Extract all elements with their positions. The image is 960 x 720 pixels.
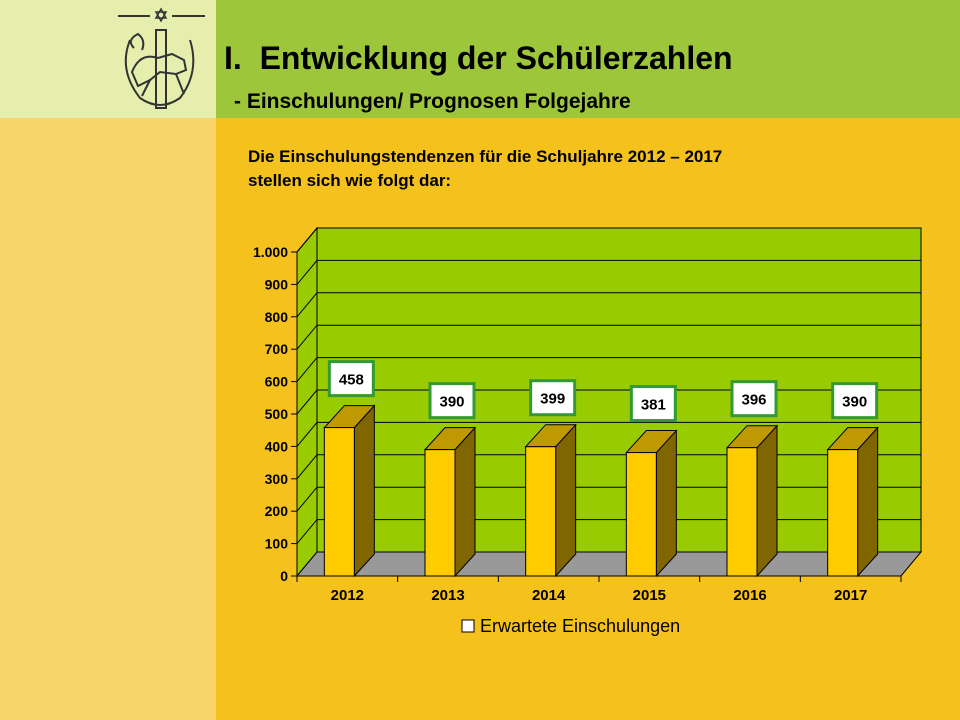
- x-tick-label: 2016: [733, 587, 766, 604]
- legend-label: Erwartete Einschulungen: [480, 616, 680, 636]
- data-label-box: [327, 360, 375, 398]
- bar-side: [555, 423, 577, 578]
- bar: [827, 449, 859, 577]
- y-tick-label: 500: [265, 406, 289, 422]
- gridline: [296, 421, 921, 447]
- bar: [323, 427, 355, 577]
- data-label: 399: [540, 391, 565, 408]
- bar: [525, 446, 557, 577]
- data-label-box: [529, 379, 577, 417]
- y-tick-label: 400: [265, 438, 289, 454]
- y-tick-label: 800: [265, 309, 289, 325]
- gridline: [296, 486, 921, 512]
- gridline: [296, 389, 921, 415]
- bar: [424, 449, 456, 577]
- x-tick-label: 2017: [834, 587, 867, 604]
- slide-subtitle: - Einschulungen/ Prognosen Folgejahre: [234, 90, 631, 113]
- header-band: [216, 0, 960, 118]
- left-decor-strip: [0, 0, 216, 720]
- slide-title: I. Entwicklung der Schülerzahlen: [224, 40, 733, 76]
- y-tick-label: 300: [265, 471, 289, 487]
- intro-line-2: stellen sich wie folgt dar:: [248, 171, 452, 190]
- enrollment-bar-chart: 0 100 200 300 400 500 600 700 800 900 1.000 458 390 3…: [253, 226, 923, 636]
- bar: [625, 452, 657, 577]
- gridline: [296, 259, 921, 285]
- data-label: 458: [339, 372, 364, 389]
- intro-text: Die Einschulungstendenzen für die Schulj…: [248, 145, 888, 193]
- bar-side: [756, 424, 778, 578]
- data-label-box: [428, 382, 476, 420]
- gridline: [296, 324, 921, 350]
- intro-line-1: Die Einschulungstendenzen für die Schulj…: [248, 147, 723, 166]
- y-tick-label: 200: [265, 503, 289, 519]
- data-label-box: [629, 385, 677, 423]
- bar-side: [454, 426, 476, 578]
- gridline: [296, 454, 921, 480]
- logo-area: [0, 0, 216, 118]
- x-tick-label: 2012: [331, 587, 364, 604]
- data-label: 381: [641, 397, 666, 414]
- bar-side: [655, 429, 677, 578]
- data-label-box: [831, 382, 879, 420]
- data-label: 390: [439, 394, 464, 411]
- bar: [726, 447, 758, 577]
- gridline: [296, 292, 921, 318]
- y-tick-label: 900: [265, 276, 289, 292]
- gridline: [296, 357, 921, 382]
- gridline: [296, 227, 921, 253]
- x-tick-label: 2015: [633, 587, 666, 604]
- gridline: [296, 519, 921, 544]
- x-tick-label: 2014: [532, 587, 566, 604]
- y-tick-label: 700: [265, 341, 289, 357]
- data-label: 390: [842, 394, 867, 411]
- y-tick-label: 1.000: [253, 244, 288, 260]
- y-tick-label: 0: [280, 568, 288, 584]
- horse-emblem-icon: [118, 7, 205, 109]
- bar-side: [353, 404, 375, 578]
- bar-side: [857, 426, 879, 578]
- data-label-box: [730, 380, 778, 418]
- y-tick-label: 100: [265, 536, 289, 552]
- legend-swatch: [461, 619, 475, 633]
- data-label: 396: [741, 392, 766, 409]
- x-tick-label: 2013: [431, 587, 464, 604]
- y-tick-label: 600: [265, 374, 289, 390]
